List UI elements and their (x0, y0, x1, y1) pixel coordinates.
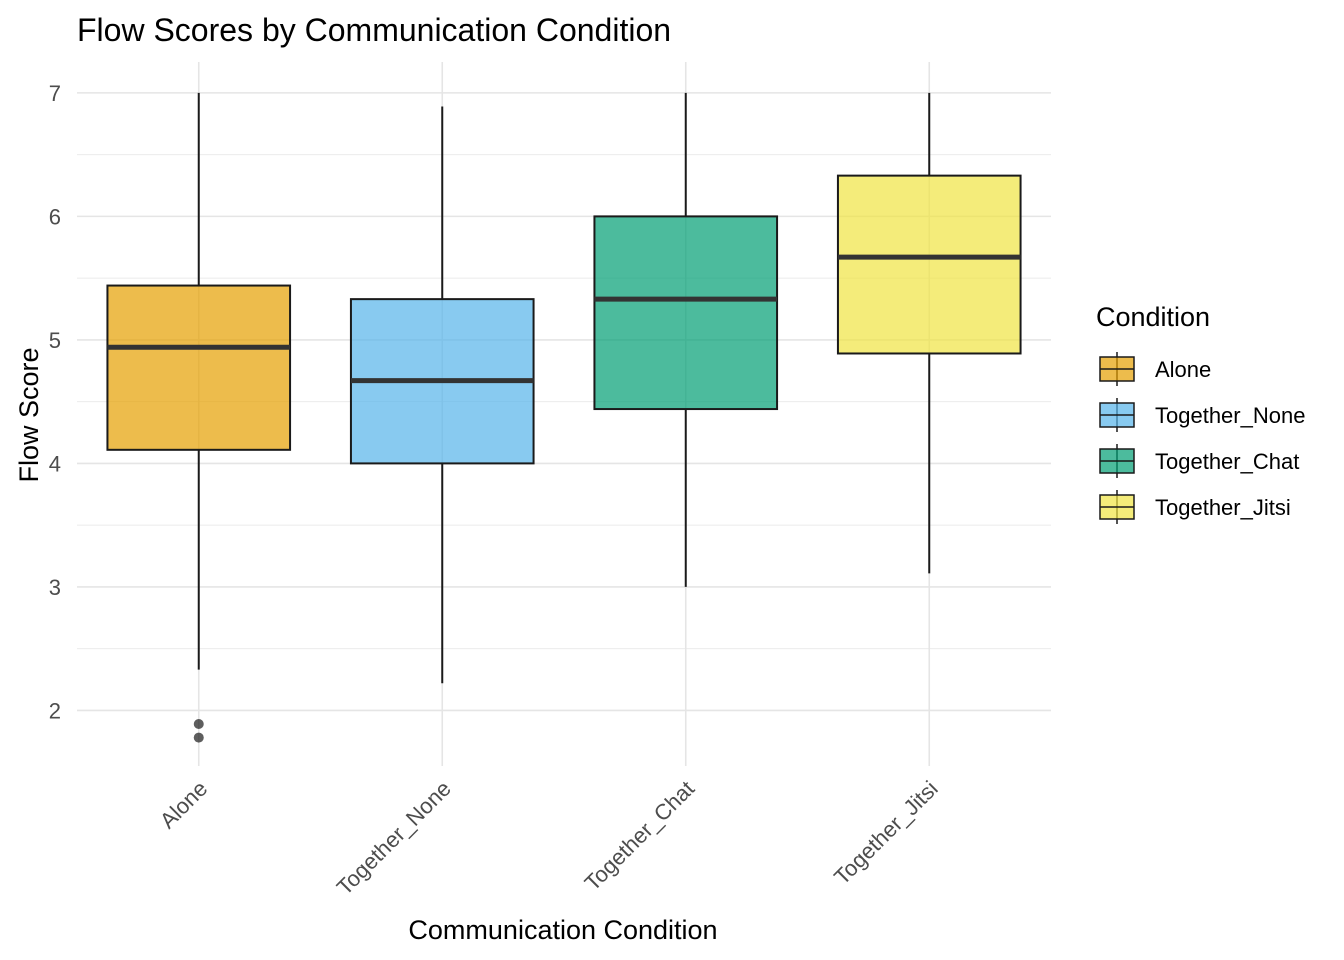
y-axis-ticks: 2 3 4 5 6 7 (49, 81, 61, 724)
legend-items: Alone Together_None Together_Chat Together_… (1099, 352, 1305, 524)
outlier-point (193, 732, 204, 743)
box-together-none (349, 106, 535, 684)
boxes (106, 92, 1022, 743)
y-tick-label: 2 (49, 698, 61, 723)
y-tick-label: 7 (49, 81, 61, 106)
x-tick-label: Together_None (332, 776, 456, 900)
legend-label: Together_None (1155, 403, 1305, 428)
chart-title: Flow Scores by Communication Condition (77, 12, 671, 48)
x-axis-title: Communication Condition (408, 915, 717, 945)
legend-title: Condition (1096, 302, 1210, 332)
box-iqr (836, 174, 1022, 355)
legend-label: Together_Jitsi (1155, 495, 1291, 520)
box-iqr (593, 215, 779, 411)
box-alone (106, 92, 292, 743)
legend-label: Together_Chat (1155, 449, 1299, 474)
y-axis-title: Flow Score (14, 347, 44, 482)
legend-label: Alone (1155, 357, 1211, 382)
legend: Condition Alone Together_None Together_Cha… (1096, 302, 1305, 524)
x-axis-ticks: Alone Together_None Together_Chat Together_… (155, 776, 943, 900)
y-tick-label: 3 (49, 575, 61, 600)
y-tick-label: 6 (49, 204, 61, 229)
legend-item: Together_Jitsi (1099, 490, 1291, 524)
box-iqr (106, 284, 292, 451)
legend-item: Together_Chat (1099, 444, 1299, 478)
legend-item: Alone (1099, 352, 1211, 386)
outlier-point (193, 719, 204, 730)
y-tick-label: 4 (49, 451, 61, 476)
box-together-jitsi (836, 92, 1022, 574)
x-tick-label: Together_Jitsi (829, 776, 943, 890)
y-tick-label: 5 (49, 328, 61, 353)
box-together-chat (593, 92, 779, 587)
x-tick-label: Together_Chat (580, 776, 700, 896)
legend-item: Together_None (1099, 398, 1305, 432)
x-tick-label: Alone (155, 776, 212, 833)
